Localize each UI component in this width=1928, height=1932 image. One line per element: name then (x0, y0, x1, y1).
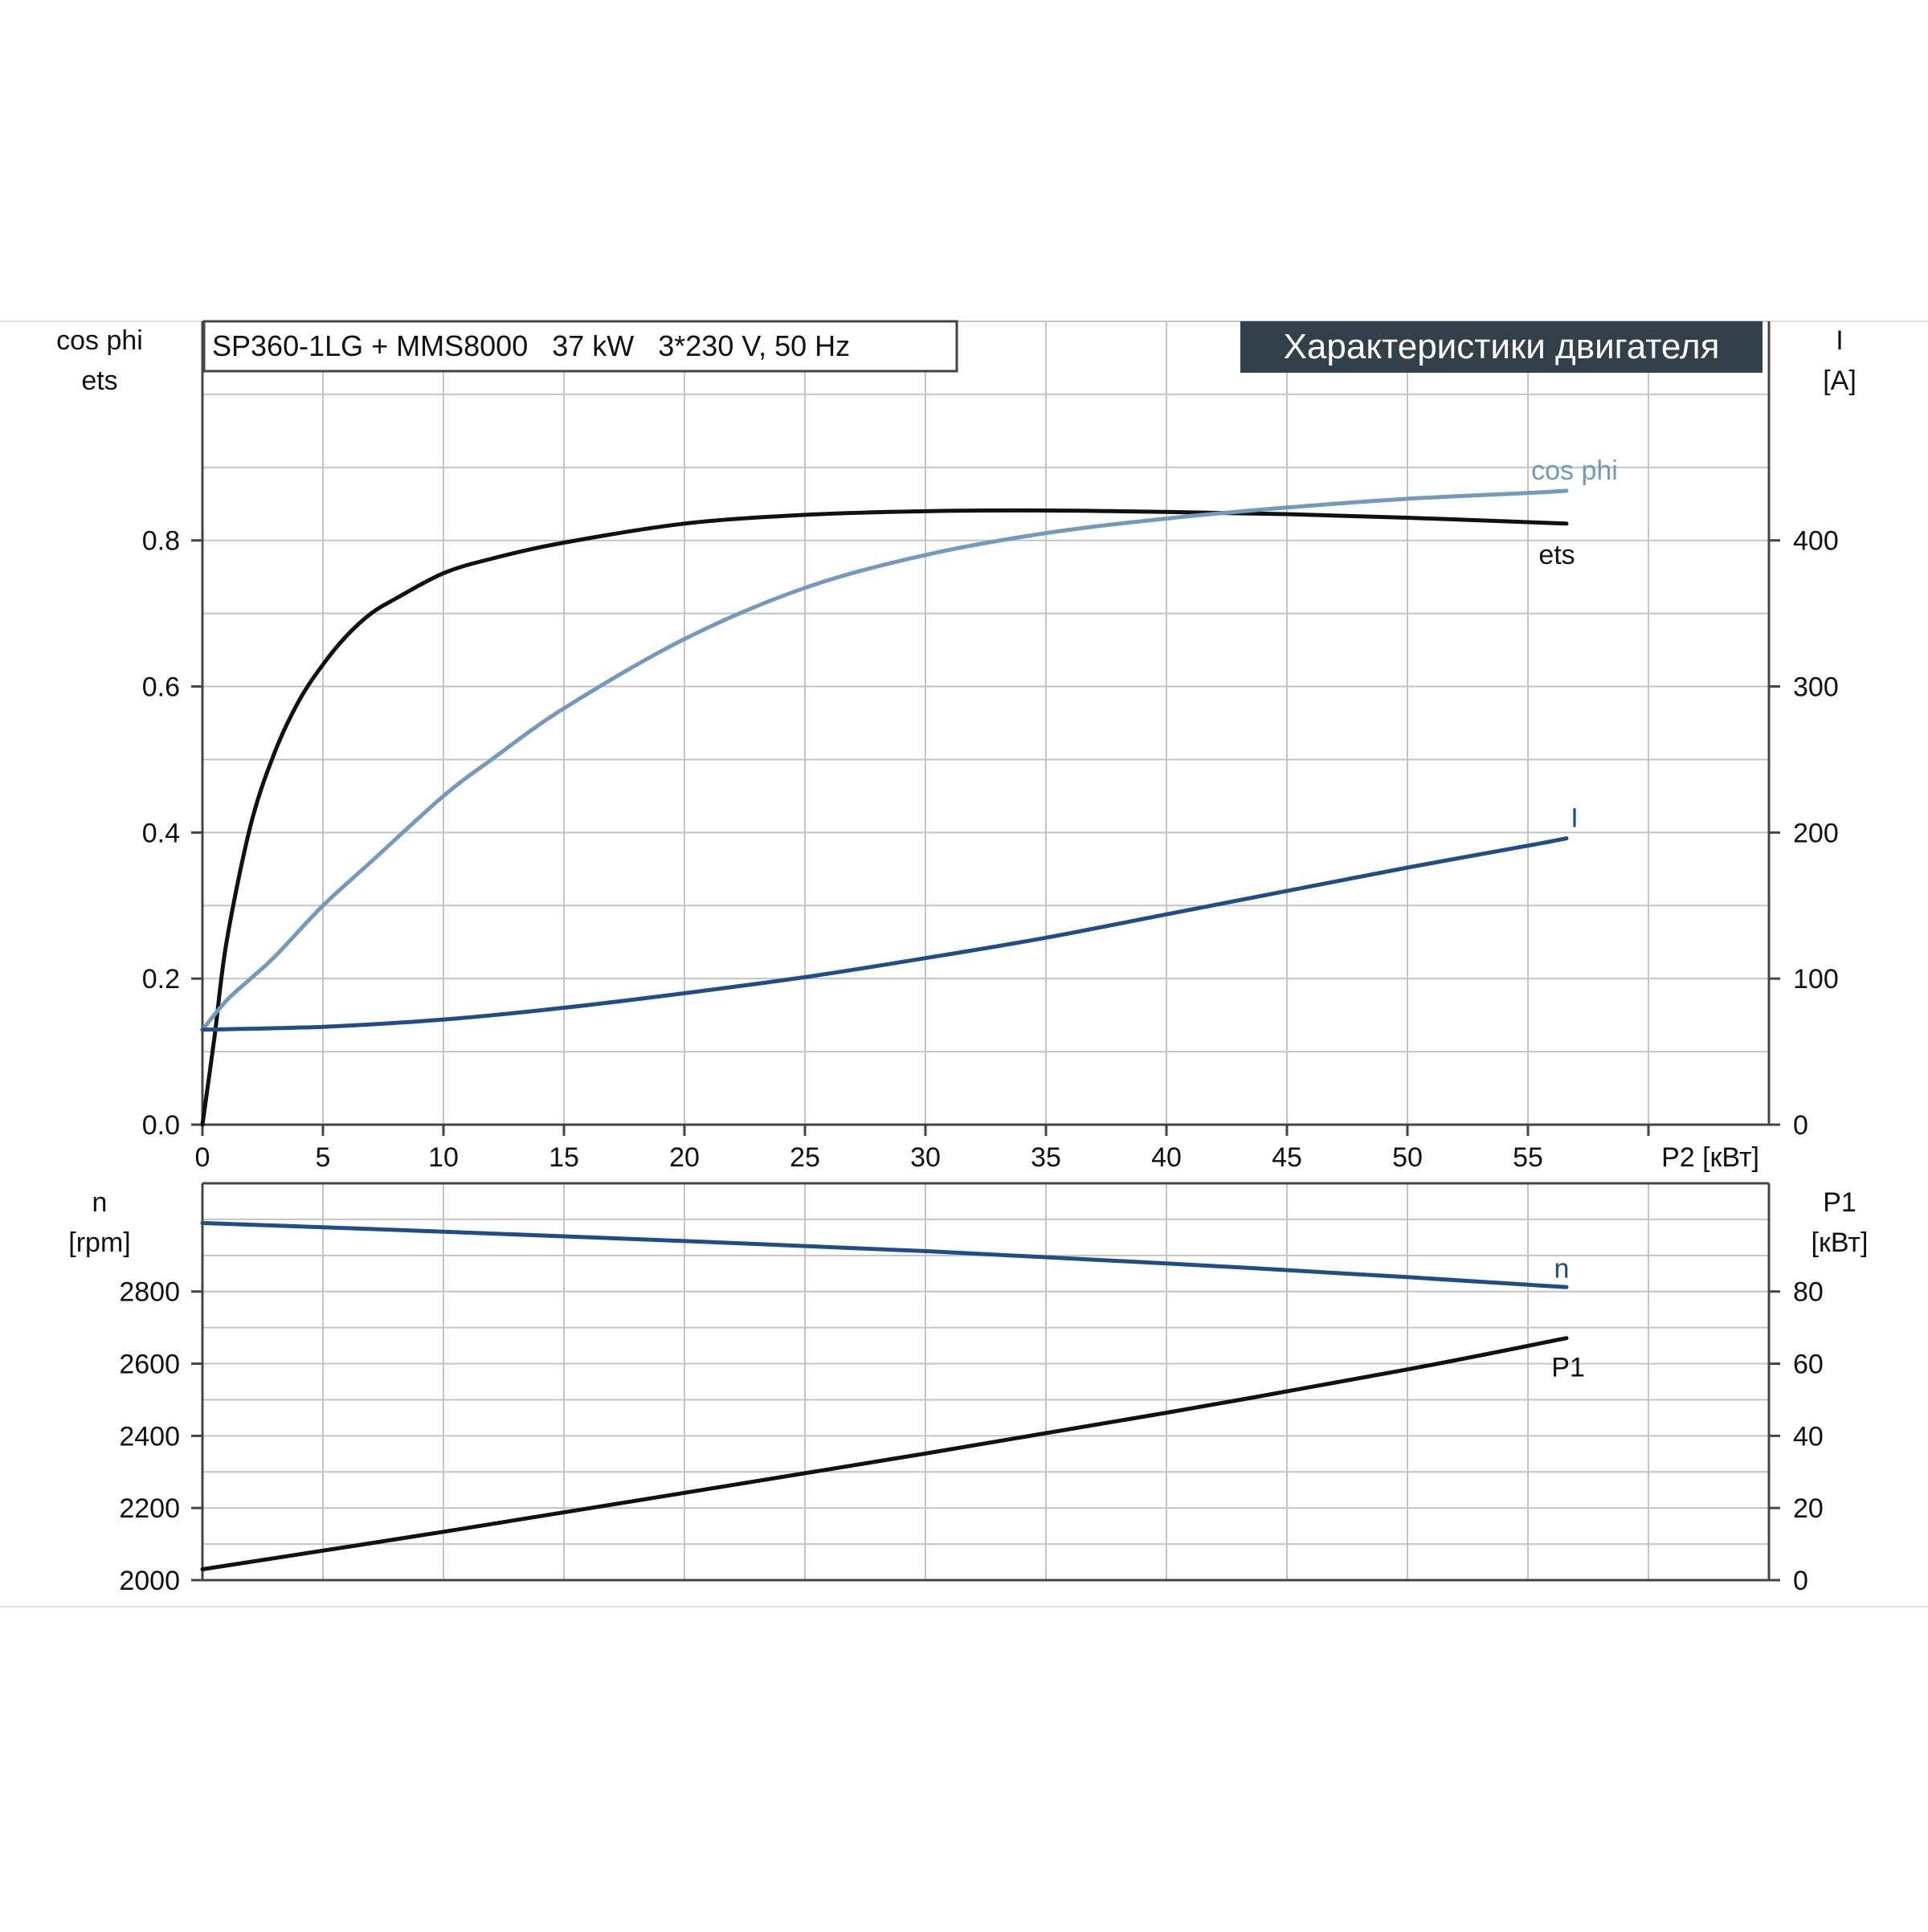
x-tick-label: 35 (1031, 1142, 1061, 1173)
bottom-right-tick-label: 80 (1793, 1277, 1824, 1308)
top-right-axis-title: I (1836, 325, 1843, 356)
top-right-tick-label: 200 (1793, 818, 1839, 848)
x-tick-label: 50 (1392, 1142, 1423, 1173)
x-tick-label: 20 (669, 1142, 700, 1173)
x-tick-label: 30 (910, 1142, 941, 1173)
bottom-left-axis-title: n (92, 1187, 108, 1218)
series-line-cos-phi (200, 488, 1569, 1032)
series-line-n (200, 1220, 1569, 1289)
top-left-tick-label: 0.2 (142, 964, 180, 995)
bottom-right-tick-label: 60 (1793, 1350, 1824, 1380)
x-tick-label: 15 (549, 1142, 579, 1173)
top-right-tick-label: 300 (1793, 672, 1839, 703)
top-right-tick-label: 0 (1793, 1110, 1808, 1141)
series-label-cos-phi: cos phi (1531, 455, 1618, 486)
title-badge-background (1240, 321, 1763, 373)
x-tick-label: 55 (1513, 1142, 1543, 1173)
x-tick-label: 0 (195, 1142, 210, 1173)
x-tick-label: 10 (428, 1142, 459, 1173)
bottom-right-tick-label: 40 (1793, 1421, 1824, 1452)
top-left-axis-title: ets (81, 366, 117, 396)
x-tick-label: 40 (1151, 1142, 1182, 1173)
bottom-right-axis-title: [кВт] (1812, 1227, 1869, 1258)
bottom-right-tick-label: 0 (1793, 1566, 1808, 1596)
bottom-right-axis-title: P1 (1823, 1187, 1857, 1218)
bottom-right-tick-label: 20 (1793, 1493, 1824, 1524)
x-tick-label: 25 (790, 1142, 820, 1173)
top-left-axis-title: cos phi (56, 325, 143, 356)
top-left-tick-label: 0.0 (142, 1110, 180, 1141)
series-line-p1 (200, 1336, 1569, 1571)
top-right-axis-title: [A] (1823, 366, 1857, 396)
series-label-ets: ets (1538, 540, 1575, 570)
series-layer: ets cos phi In P1 (200, 455, 1618, 1571)
bottom-left-tick-label: 2000 (119, 1566, 180, 1596)
bottom-left-axis-title: [rpm] (68, 1227, 130, 1258)
title-badge: Характеристики двигателя (1240, 321, 1763, 373)
product-label-frame (202, 320, 958, 373)
series-label-p1: P1 (1551, 1353, 1585, 1383)
product-label: SP360-1LG + MMS8000 37 kW 3*230 V, 50 Hz (212, 329, 850, 362)
chart-title: Характеристики двигателя (1284, 327, 1720, 366)
product-label-box: SP360-1LG + MMS8000 37 kW 3*230 V, 50 Hz (202, 320, 958, 373)
bottom-left-tick-label: 2600 (119, 1350, 180, 1380)
top-left-tick-label: 0.8 (142, 526, 180, 557)
x-axis-title: P2 [кВт] (1661, 1142, 1759, 1173)
series-label-i: I (1571, 803, 1578, 834)
bottom-left-tick-label: 2200 (119, 1493, 180, 1524)
series-line-i (200, 836, 1569, 1032)
frame-layer (0, 321, 1928, 1607)
bottom-left-tick-label: 2800 (119, 1277, 180, 1308)
top-left-tick-label: 0.4 (142, 818, 180, 848)
grid-layer (202, 321, 1769, 1580)
series-line-ets (200, 508, 1569, 1127)
top-right-tick-label: 400 (1793, 526, 1839, 557)
top-left-tick-label: 0.6 (142, 672, 180, 703)
series-label-n: n (1554, 1253, 1570, 1284)
top-right-tick-label: 100 (1793, 964, 1839, 995)
bottom-left-tick-label: 2400 (119, 1421, 180, 1452)
x-tick-label: 5 (316, 1142, 331, 1173)
x-tick-label: 45 (1272, 1142, 1302, 1173)
